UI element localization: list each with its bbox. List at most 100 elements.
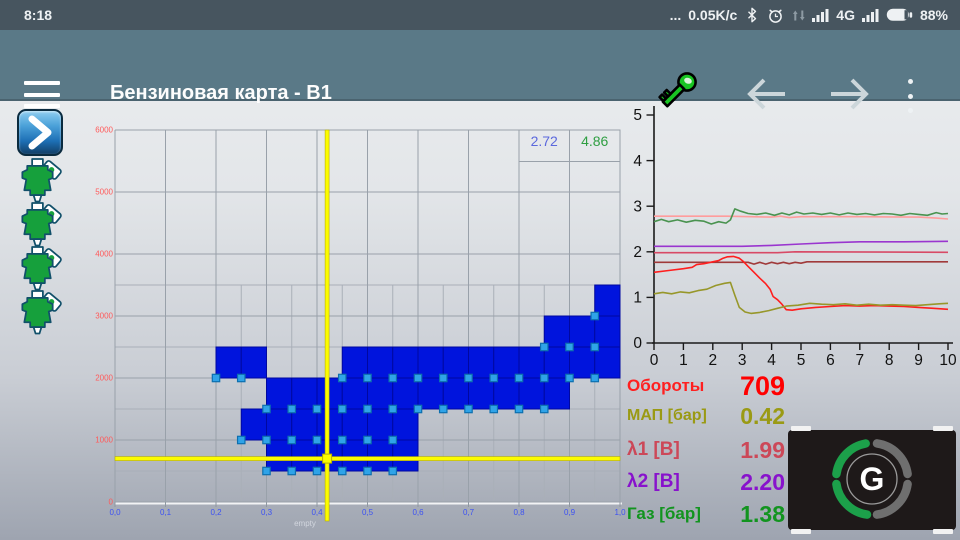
map-marker[interactable] [287,404,297,414]
logo-widget[interactable]: G [788,430,956,530]
map-cell[interactable] [367,439,394,472]
map-marker[interactable] [489,404,499,414]
map-marker[interactable] [388,466,398,476]
map-marker[interactable] [388,404,398,414]
map-cell[interactable] [392,439,419,472]
map-cell[interactable] [341,346,368,379]
map-marker[interactable] [337,466,347,476]
widget-handle[interactable] [791,426,811,431]
map-marker[interactable] [363,435,372,445]
map-marker[interactable] [388,435,398,445]
back-arrow-icon[interactable] [740,68,792,123]
map-marker[interactable] [312,435,322,445]
injector-icon[interactable] [12,290,64,335]
map-cell[interactable] [215,346,242,379]
map-marker[interactable] [337,435,347,445]
map-cell[interactable] [442,377,469,410]
map-marker[interactable] [337,373,347,383]
map-cell[interactable] [341,377,368,410]
map-marker[interactable] [287,435,297,445]
map-cell[interactable] [266,377,293,410]
forward-arrow-icon[interactable] [824,68,876,123]
injector-list[interactable] [12,158,64,335]
map-marker[interactable] [539,342,549,352]
map-cell[interactable] [594,284,621,317]
map-marker[interactable] [590,342,600,352]
injector-icon[interactable] [12,246,64,291]
map-marker[interactable] [262,404,271,414]
map-marker[interactable] [413,404,423,414]
map-marker[interactable] [262,466,271,476]
map-marker[interactable] [312,466,322,476]
map-marker[interactable] [438,404,448,414]
map-cell[interactable] [392,377,419,410]
widget-handle[interactable] [933,426,953,431]
injector-icon[interactable] [12,158,64,203]
map-marker[interactable] [388,373,398,383]
map-cell[interactable] [316,408,343,441]
map-marker[interactable] [464,373,473,383]
map-cell[interactable] [468,346,495,379]
map-marker[interactable] [514,404,524,414]
map-marker[interactable] [514,373,524,383]
map-cell[interactable] [518,346,545,379]
map-cell[interactable] [569,346,596,379]
map-cell[interactable] [543,377,570,410]
fuel-map-chart[interactable]: 2.72 4.86 6000 5000 4000 3000 2000 1000 00,0 0,1 0… [90,101,630,540]
sidebar-expand-button[interactable] [17,109,63,156]
map-cell[interactable] [392,408,419,441]
map-cell[interactable] [543,315,570,348]
map-cell[interactable] [569,315,596,348]
map-cell[interactable] [240,346,267,379]
map-cell[interactable] [291,377,318,410]
map-marker[interactable] [236,373,246,383]
key-icon[interactable] [656,68,712,127]
map-cell[interactable] [266,439,293,472]
map-cell[interactable] [291,439,318,472]
map-marker[interactable] [539,404,549,414]
map-cell[interactable] [367,346,394,379]
map-marker[interactable] [312,404,322,414]
map-cell[interactable] [266,408,293,441]
map-cell[interactable] [468,377,495,410]
map-marker[interactable] [464,404,473,414]
map-cell[interactable] [493,346,520,379]
widget-handle[interactable] [791,529,811,534]
map-marker[interactable] [363,404,372,414]
map-cell[interactable] [392,346,419,379]
map-marker[interactable] [590,311,600,321]
map-marker[interactable] [438,373,448,383]
map-marker[interactable] [565,342,574,352]
widget-handle[interactable] [933,529,953,534]
menu-icon[interactable] [24,81,60,108]
map-marker[interactable] [590,373,600,383]
map-marker[interactable] [363,373,372,383]
map-cell[interactable] [594,346,621,379]
map-marker[interactable] [413,373,423,383]
map-cell[interactable] [240,408,267,441]
map-marker[interactable] [262,435,271,445]
map-cell[interactable] [417,346,444,379]
map-marker[interactable] [287,466,297,476]
map-marker[interactable] [565,373,574,383]
map-cell[interactable] [341,408,368,441]
map-marker[interactable] [211,373,221,383]
map-cell[interactable] [367,377,394,410]
injector-icon[interactable] [12,202,64,247]
map-marker[interactable] [337,404,347,414]
map-cell[interactable] [594,315,621,348]
map-cell[interactable] [341,439,368,472]
map-cell[interactable] [367,408,394,441]
map-marker[interactable] [236,435,246,445]
map-marker[interactable] [363,466,372,476]
map-cell[interactable] [518,377,545,410]
map-marker[interactable] [539,373,549,383]
map-cell[interactable] [417,377,444,410]
map-cell[interactable] [543,346,570,379]
map-cell[interactable] [493,377,520,410]
map-cell[interactable] [442,346,469,379]
map-cell[interactable] [291,408,318,441]
map-cell[interactable] [316,377,343,410]
overflow-menu-icon[interactable] [901,78,919,114]
map-marker[interactable] [489,373,499,383]
